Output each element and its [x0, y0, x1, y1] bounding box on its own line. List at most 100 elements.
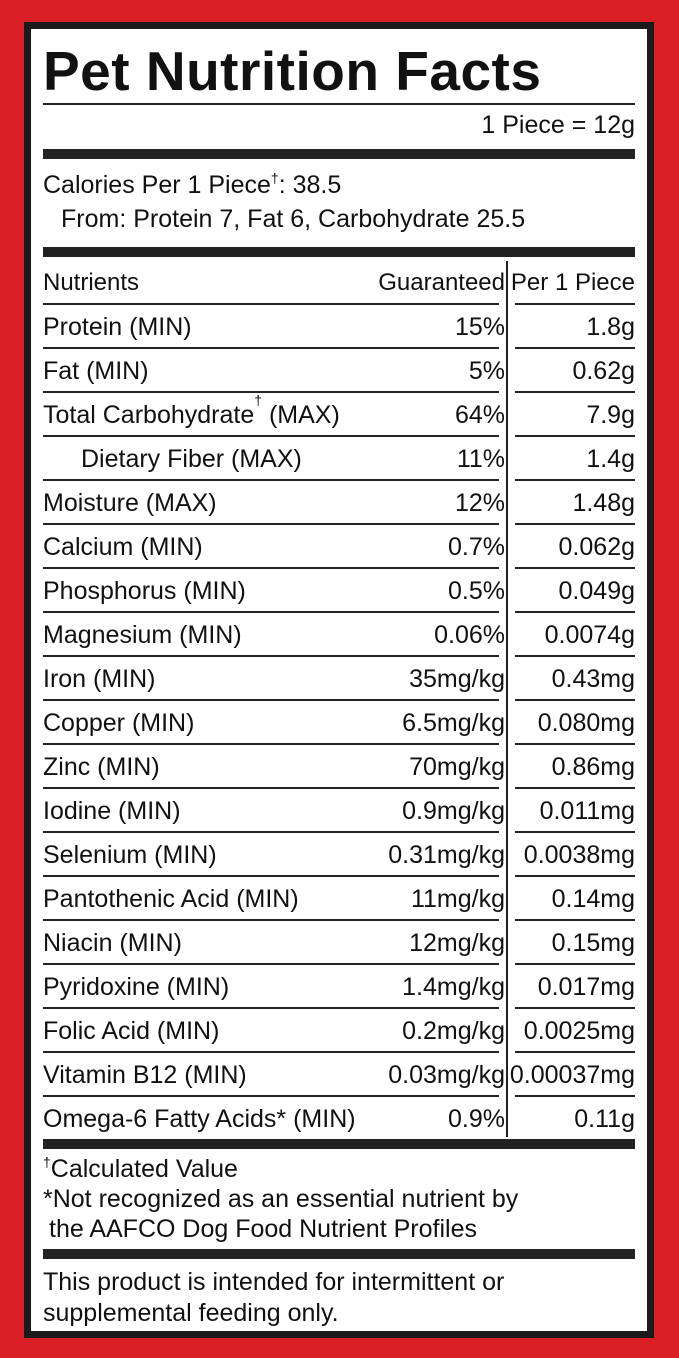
- guaranteed-value: 0.06%: [434, 621, 505, 649]
- table-row: Magnesium (MIN) 0.06% 0.0074g: [43, 613, 635, 657]
- nutrient-name: Fat (MIN): [43, 349, 149, 391]
- calories-mark: †: [270, 170, 279, 186]
- nutrition-label: Pet Nutrition Facts 1 Piece = 12g Calori…: [24, 22, 654, 1338]
- table-row: Phosphorus (MIN) 0.5% 0.049g: [43, 569, 635, 613]
- guaranteed-value: 0.03mg/kg: [388, 1061, 505, 1089]
- row-divider: [515, 479, 635, 481]
- nutrient-name: Pyridoxine (MIN): [43, 965, 229, 1007]
- nutrient-name: Selenium (MIN): [43, 833, 217, 875]
- calories-from: From: Protein 7, Fat 6, Carbohydrate 25.…: [61, 205, 526, 233]
- table-row: Calcium (MIN) 0.7% 0.062g: [43, 525, 635, 569]
- row-divider: [515, 391, 635, 393]
- guaranteed-value: 0.9%: [448, 1105, 505, 1133]
- title-rule: [43, 103, 635, 105]
- row-divider: [43, 743, 499, 745]
- guaranteed-value: 1.4mg/kg: [402, 973, 505, 1001]
- row-divider: [43, 1007, 499, 1009]
- row-divider: [43, 435, 499, 437]
- table-row: Zinc (MIN) 70mg/kg 0.86mg: [43, 745, 635, 789]
- aafco-note-line1: *Not recognized as an essential nutrient…: [43, 1185, 519, 1213]
- nutrient-name-suffix: (MAX): [262, 401, 340, 429]
- nutrient-table: Nutrients Guaranteed Per 1 Piece Protein…: [43, 261, 635, 1141]
- guaranteed-value: 0.5%: [448, 577, 505, 605]
- nutrient-name: Pantothenic Acid (MIN): [43, 877, 299, 919]
- nutrient-name: Calcium (MIN): [43, 525, 203, 567]
- row-divider: [515, 831, 635, 833]
- row-divider: [515, 1051, 635, 1053]
- label-title: Pet Nutrition Facts: [43, 40, 542, 102]
- table-row: Pyridoxine (MIN) 1.4mg/kg 0.017mg: [43, 965, 635, 1009]
- table-bottom-rule: [43, 1139, 635, 1149]
- calories-rule: [43, 247, 635, 257]
- header-nutrients: Nutrients: [43, 269, 140, 296]
- per-piece-value: 0.15mg: [551, 929, 635, 957]
- row-divider: [515, 787, 635, 789]
- row-divider: [43, 303, 499, 305]
- nutrient-mark: †: [254, 392, 263, 408]
- table-row: Selenium (MIN) 0.31mg/kg 0.0038mg: [43, 833, 635, 877]
- row-divider: [515, 919, 635, 921]
- table-row: Copper (MIN) 6.5mg/kg 0.080mg: [43, 701, 635, 745]
- per-piece-value: 0.86mg: [551, 753, 635, 781]
- per-piece-value: 1.8g: [586, 313, 635, 341]
- per-piece-value: 0.011mg: [539, 797, 635, 825]
- guaranteed-value: 0.31mg/kg: [388, 841, 505, 869]
- row-divider: [515, 567, 635, 569]
- calories-line: Calories Per 1 Piece†: 38.5: [43, 171, 341, 200]
- table-row: Vitamin B12 (MIN) 0.03mg/kg 0.00037mg: [43, 1053, 635, 1097]
- calculated-mark: †: [43, 1154, 51, 1170]
- guaranteed-value: 0.7%: [448, 533, 505, 561]
- row-divider: [43, 655, 499, 657]
- guaranteed-value: 0.2mg/kg: [402, 1017, 505, 1045]
- nutrient-name-text: Phosphorus (MIN): [43, 577, 246, 605]
- table-row: Niacin (MIN) 12mg/kg 0.15mg: [43, 921, 635, 965]
- nutrient-name: Zinc (MIN): [43, 745, 160, 787]
- row-divider: [43, 1095, 499, 1097]
- row-divider: [43, 391, 499, 393]
- row-divider: [515, 523, 635, 525]
- table-row: Folic Acid (MIN) 0.2mg/kg 0.0025mg: [43, 1009, 635, 1053]
- nutrient-name-text: Omega-6 Fatty Acids* (MIN): [43, 1105, 356, 1133]
- guaranteed-value: 64%: [454, 401, 505, 429]
- row-divider: [43, 919, 499, 921]
- table-row: Moisture (MAX) 12% 1.48g: [43, 481, 635, 525]
- nutrient-name-text: Selenium (MIN): [43, 841, 217, 869]
- nutrient-name: Iron (MIN): [43, 657, 156, 699]
- row-divider: [515, 699, 635, 701]
- nutrient-name-text: Protein (MIN): [43, 313, 192, 341]
- guaranteed-value: 6.5mg/kg: [402, 709, 505, 737]
- guaranteed-value: 5%: [468, 357, 505, 385]
- feeding-statement: This product is intended for intermitten…: [43, 1268, 505, 1327]
- nutrient-name: Dietary Fiber (MAX): [81, 437, 302, 479]
- column-divider: [506, 261, 508, 1137]
- row-divider: [515, 963, 635, 965]
- serving-size: 1 Piece = 12g: [481, 111, 635, 139]
- nutrient-name-text: Zinc (MIN): [43, 753, 160, 781]
- per-piece-value: 0.14mg: [551, 885, 635, 913]
- nutrient-name: Iodine (MIN): [43, 789, 181, 831]
- row-divider: [43, 831, 499, 833]
- guaranteed-value: 11%: [456, 445, 505, 473]
- nutrient-name: Magnesium (MIN): [43, 613, 242, 655]
- nutrient-name: Niacin (MIN): [43, 921, 182, 963]
- per-piece-value: 0.0025mg: [523, 1017, 635, 1045]
- row-divider: [43, 1051, 499, 1053]
- nutrient-name-text: Niacin (MIN): [43, 929, 182, 957]
- nutrient-name-text: Moisture (MAX): [43, 489, 217, 517]
- table-row: Total Carbohydrate† (MAX) 64% 7.9g: [43, 393, 635, 437]
- table-row: Iodine (MIN) 0.9mg/kg 0.011mg: [43, 789, 635, 833]
- nutrient-name-text: Total Carbohydrate: [43, 401, 255, 429]
- row-divider: [43, 347, 499, 349]
- row-divider: [43, 567, 499, 569]
- row-divider: [515, 875, 635, 877]
- guaranteed-value: 0.9mg/kg: [402, 797, 505, 825]
- row-divider: [515, 1095, 635, 1097]
- per-piece-value: 0.11g: [574, 1105, 635, 1133]
- guaranteed-value: 12%: [454, 489, 505, 517]
- per-piece-value: 7.9g: [586, 401, 635, 429]
- per-piece-value: 0.00037mg: [509, 1061, 635, 1089]
- per-piece-value: 1.4g: [586, 445, 635, 473]
- row-divider: [515, 611, 635, 613]
- nutrient-name-text: Copper (MIN): [43, 709, 195, 737]
